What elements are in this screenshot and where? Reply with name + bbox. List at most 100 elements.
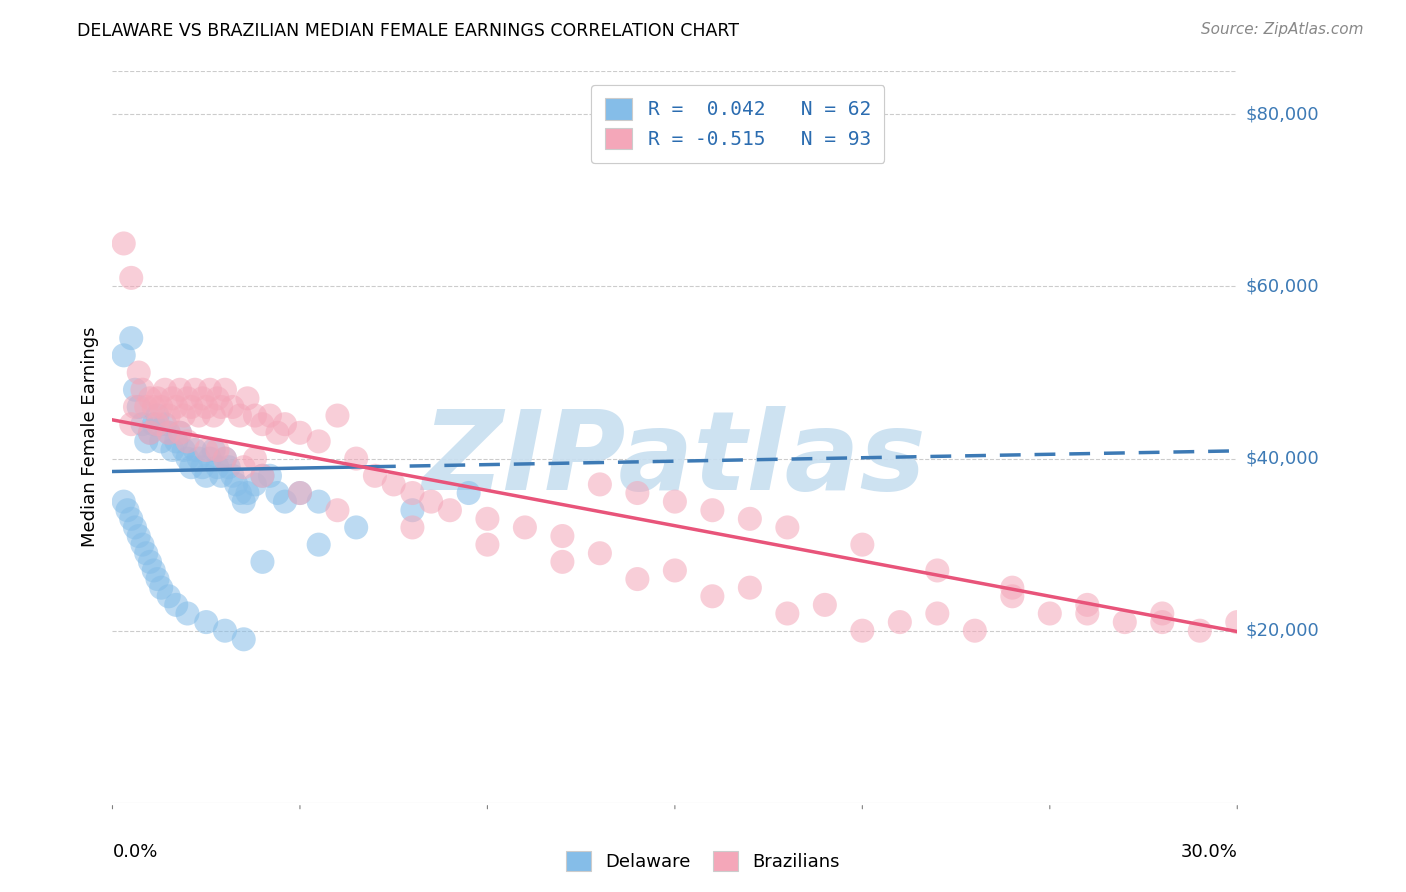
Text: Source: ZipAtlas.com: Source: ZipAtlas.com [1201, 22, 1364, 37]
Point [180, 400, 202, 414]
Point [124, 383, 146, 397]
Point [150, 581, 173, 595]
Point [187, 451, 209, 466]
Point [165, 400, 187, 414]
Text: $80,000: $80,000 [1246, 105, 1319, 123]
Point [162, 392, 184, 406]
Point [288, 486, 311, 500]
Point [221, 400, 243, 414]
Point [176, 434, 198, 449]
Point [889, 615, 911, 629]
Point [157, 425, 180, 440]
Point [1188, 624, 1211, 638]
Point [214, 451, 236, 466]
Point [169, 425, 191, 440]
Point [198, 383, 221, 397]
Point [927, 607, 949, 621]
Point [814, 598, 837, 612]
Point [243, 409, 266, 423]
Point [120, 331, 142, 345]
Point [165, 598, 187, 612]
Point [851, 624, 873, 638]
Point [702, 589, 724, 603]
Point [112, 236, 135, 251]
Point [142, 564, 165, 578]
Point [218, 460, 240, 475]
Point [202, 409, 225, 423]
Point [477, 538, 499, 552]
Point [288, 486, 311, 500]
Point [195, 400, 218, 414]
Point [266, 486, 288, 500]
Point [232, 494, 254, 508]
Point [1039, 607, 1062, 621]
Point [259, 409, 281, 423]
Point [626, 572, 648, 586]
Point [776, 520, 799, 534]
Point [326, 409, 349, 423]
Text: ZIPatlas: ZIPatlas [423, 406, 927, 513]
Point [157, 589, 180, 603]
Point [176, 607, 198, 621]
Point [128, 366, 150, 380]
Point [259, 468, 281, 483]
Point [157, 409, 180, 423]
Point [344, 451, 367, 466]
Point [180, 460, 202, 475]
Point [364, 468, 387, 483]
Point [146, 392, 169, 406]
Point [202, 442, 225, 457]
Point [191, 460, 214, 475]
Point [420, 494, 443, 508]
Point [173, 442, 195, 457]
Point [209, 400, 232, 414]
Text: 0.0%: 0.0% [112, 843, 157, 861]
Point [927, 564, 949, 578]
Point [702, 503, 724, 517]
Point [401, 486, 423, 500]
Point [266, 425, 288, 440]
Point [153, 417, 176, 432]
Point [326, 503, 349, 517]
Point [128, 529, 150, 543]
Point [1001, 589, 1024, 603]
Point [308, 538, 330, 552]
Point [243, 451, 266, 466]
Point [124, 520, 146, 534]
Point [274, 494, 297, 508]
Point [135, 434, 157, 449]
Point [198, 451, 221, 466]
Point [207, 392, 229, 406]
Point [589, 546, 612, 560]
Point [207, 442, 229, 457]
Point [128, 400, 150, 414]
Point [112, 494, 135, 508]
Text: $60,000: $60,000 [1246, 277, 1319, 295]
Text: $40,000: $40,000 [1246, 450, 1319, 467]
Point [664, 564, 686, 578]
Point [150, 400, 173, 414]
Point [162, 442, 184, 457]
Point [232, 632, 254, 647]
Point [401, 503, 423, 517]
Point [626, 486, 648, 500]
Point [146, 417, 169, 432]
Point [165, 434, 187, 449]
Point [131, 538, 153, 552]
Point [551, 555, 574, 569]
Legend: Delaware, Brazilians: Delaware, Brazilians [558, 844, 848, 879]
Point [229, 486, 252, 500]
Point [851, 538, 873, 552]
Point [232, 460, 254, 475]
Point [169, 383, 191, 397]
Point [439, 503, 461, 517]
Point [776, 607, 799, 621]
Point [252, 468, 274, 483]
Point [135, 546, 157, 560]
Point [252, 468, 274, 483]
Point [252, 555, 274, 569]
Point [187, 409, 209, 423]
Point [1114, 615, 1136, 629]
Point [214, 624, 236, 638]
Text: $20,000: $20,000 [1246, 622, 1319, 640]
